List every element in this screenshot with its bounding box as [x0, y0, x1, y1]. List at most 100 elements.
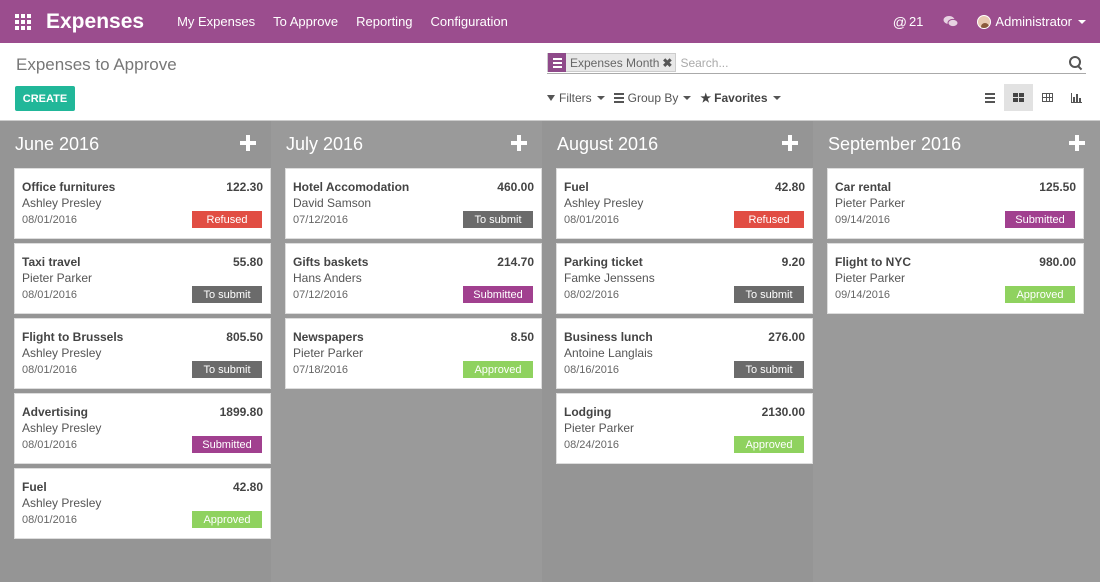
- status-badge: Approved: [1005, 286, 1075, 303]
- status-badge: Refused: [734, 211, 804, 228]
- top-navbar: Expenses My Expenses To Approve Reportin…: [0, 0, 1100, 43]
- bar-chart-icon: [1071, 92, 1082, 103]
- search-box: Expenses Month ✖: [547, 52, 1086, 74]
- expense-amount: 276.00: [768, 330, 805, 344]
- expense-date: 08/01/2016: [22, 289, 78, 301]
- search-input[interactable]: [680, 55, 1068, 70]
- create-button[interactable]: CREATE: [15, 86, 75, 111]
- expense-card[interactable]: Newspapers 8.50 Pieter Parker 07/18/2016 App…: [285, 318, 542, 389]
- pivot-view-button[interactable]: [1033, 84, 1062, 111]
- expense-card[interactable]: Fuel 42.80 Ashley Presley 08/01/2016 Refused: [556, 168, 813, 239]
- column-title[interactable]: June 2016: [15, 134, 100, 154]
- column-title[interactable]: September 2016: [828, 134, 962, 154]
- expense-date: 08/24/2016: [564, 439, 620, 451]
- expense-card[interactable]: Advertising 1899.80 Ashley Presley 08/01/20…: [14, 393, 271, 464]
- expense-date: 08/16/2016: [564, 364, 620, 376]
- expense-date: 08/02/2016: [564, 289, 620, 301]
- status-badge: Approved: [734, 436, 804, 453]
- expense-amount: 8.50: [510, 330, 534, 344]
- expense-card[interactable]: Taxi travel 55.80 Pieter Parker 08/01/2016 T…: [14, 243, 271, 314]
- kanban-column: August 2016 Fuel 42.80 Ashley Presley 08/01…: [542, 121, 813, 582]
- view-switcher: [975, 84, 1091, 111]
- column-title[interactable]: August 2016: [557, 134, 659, 154]
- plus-icon[interactable]: [781, 134, 799, 152]
- expense-amount: 805.50: [226, 330, 263, 344]
- expense-amount: 2130.00: [761, 405, 805, 419]
- expense-employee: Ashley Presley: [22, 421, 102, 435]
- at-icon: @: [892, 13, 907, 30]
- status-badge: To submit: [192, 361, 262, 378]
- expense-title: Gifts baskets: [293, 255, 369, 269]
- expense-date: 08/01/2016: [22, 514, 78, 526]
- search-icon[interactable]: [1068, 55, 1084, 71]
- expense-date: 09/14/2016: [835, 214, 891, 226]
- user-menu[interactable]: Administrator: [977, 14, 1086, 29]
- menu-to-approve[interactable]: To Approve: [273, 14, 339, 29]
- expense-card[interactable]: Parking ticket 9.20 Famke Jenssens 08/02/20…: [556, 243, 813, 314]
- expense-amount: 9.20: [781, 255, 805, 269]
- chevron-down-icon: [1078, 19, 1086, 24]
- expense-card[interactable]: Business lunch 276.00 Antoine Langlais 08/1…: [556, 318, 813, 389]
- expense-title: Fuel: [564, 180, 589, 194]
- groupby-label: Group By: [627, 91, 679, 105]
- expense-employee: Hans Anders: [293, 271, 362, 285]
- status-badge: Submitted: [463, 286, 533, 303]
- expense-title: Fuel: [22, 480, 47, 494]
- expense-amount: 980.00: [1039, 255, 1076, 269]
- expense-card[interactable]: Gifts baskets 214.70 Hans Anders 07/12/2016…: [285, 243, 542, 314]
- expense-title: Hotel Accomodation: [293, 180, 410, 194]
- expense-employee: Ashley Presley: [22, 496, 102, 510]
- plus-icon[interactable]: [239, 134, 257, 152]
- expense-title: Newspapers: [293, 330, 364, 344]
- kanban-column: June 2016 Office furnitures 122.30 Ashley …: [0, 121, 271, 582]
- expense-card[interactable]: Fuel 42.80 Ashley Presley 08/01/2016 Approve…: [14, 468, 271, 539]
- app-title[interactable]: Expenses: [46, 9, 145, 33]
- breadcrumb: Expenses to Approve: [16, 55, 177, 74]
- expense-employee: Ashley Presley: [564, 196, 644, 210]
- control-panel: Expenses to Approve CREATE Expenses Mont…: [0, 43, 1100, 121]
- kanban-board: June 2016 Office furnitures 122.30 Ashley …: [0, 121, 1100, 582]
- menu-my-expenses[interactable]: My Expenses: [177, 14, 256, 29]
- filter-icon: [547, 95, 555, 101]
- expense-card[interactable]: Flight to NYC 980.00 Pieter Parker 09/14/20…: [827, 243, 1084, 314]
- expense-card[interactable]: Flight to Brussels 805.50 Ashley Presley 08…: [14, 318, 271, 389]
- kanban-view-button[interactable]: [1004, 84, 1033, 111]
- expense-card[interactable]: Office furnitures 122.30 Ashley Presley 08/…: [14, 168, 271, 239]
- expense-employee: Famke Jenssens: [564, 271, 655, 285]
- favorites-dropdown[interactable]: ★ Favorites: [700, 91, 781, 105]
- filters-dropdown[interactable]: Filters: [547, 91, 605, 105]
- expense-employee: Ashley Presley: [22, 196, 102, 210]
- column-title[interactable]: July 2016: [286, 134, 364, 154]
- kanban-column: September 2016 Car rental 125.50 Pieter Pa…: [813, 121, 1100, 582]
- menu-configuration[interactable]: Configuration: [430, 14, 508, 29]
- chat-icon[interactable]: [943, 15, 959, 29]
- plus-icon[interactable]: [510, 134, 528, 152]
- expense-date: 07/12/2016: [293, 214, 349, 226]
- groupby-dropdown[interactable]: Group By: [613, 91, 692, 105]
- expense-card[interactable]: Lodging 2130.00 Pieter Parker 08/24/2016 App…: [556, 393, 813, 464]
- close-icon[interactable]: ✖: [662, 55, 673, 70]
- star-icon: ★: [700, 91, 712, 105]
- expense-amount: 1899.80: [219, 405, 263, 419]
- expense-title: Business lunch: [564, 330, 653, 344]
- menu-reporting[interactable]: Reporting: [356, 14, 413, 29]
- status-badge: Submitted: [192, 436, 262, 453]
- plus-icon[interactable]: [1068, 134, 1086, 152]
- chevron-down-icon: [683, 96, 692, 100]
- table-icon: [1042, 93, 1053, 102]
- list-view-button[interactable]: [975, 84, 1004, 111]
- expense-amount: 55.80: [232, 255, 263, 269]
- graph-view-button[interactable]: [1062, 84, 1091, 111]
- mentions-button[interactable]: @ 21: [893, 14, 924, 30]
- expense-employee: Pieter Parker: [835, 196, 906, 210]
- expense-card[interactable]: Hotel Accomodation 460.00 David Samson 07/1…: [285, 168, 542, 239]
- expense-card[interactable]: Car rental 125.50 Pieter Parker 09/14/2016 S…: [827, 168, 1084, 239]
- expense-title: Taxi travel: [22, 255, 81, 269]
- expense-employee: Pieter Parker: [293, 346, 364, 360]
- filters-label: Filters: [559, 91, 592, 105]
- status-badge: To submit: [192, 286, 262, 303]
- apps-grid-icon[interactable]: [0, 0, 46, 43]
- expense-amount: 42.80: [774, 180, 805, 194]
- favorites-label: Favorites: [714, 91, 768, 105]
- kanban-icon: [1013, 93, 1024, 102]
